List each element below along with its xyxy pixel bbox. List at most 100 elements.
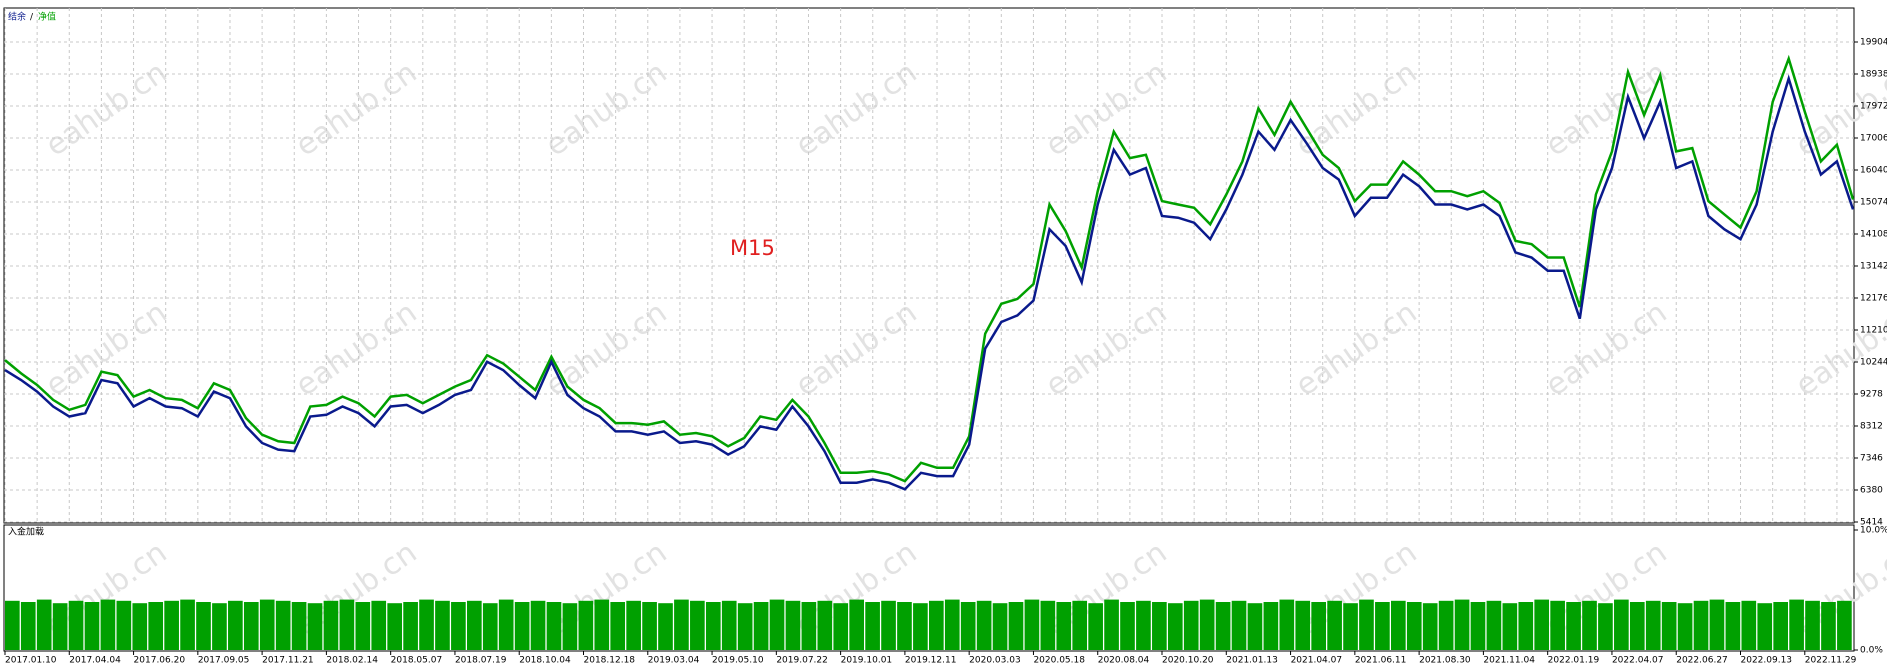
watermark: eahub.cn (789, 295, 923, 403)
bar (1359, 599, 1374, 650)
x-tick-label: 2021.04.07 (1291, 656, 1343, 666)
x-tick-label: 2017.09.05 (198, 656, 250, 666)
bar (116, 600, 132, 650)
bar (1614, 599, 1629, 650)
watermark: eahub.cn (1539, 55, 1673, 163)
bar (913, 603, 928, 650)
watermark: eahub.cn (39, 55, 173, 163)
bar (1534, 599, 1550, 650)
bar (132, 603, 148, 650)
bar (1629, 602, 1645, 650)
bar (36, 599, 52, 650)
bar (467, 600, 482, 650)
bar (514, 602, 530, 650)
bar (403, 602, 418, 650)
bar (1709, 599, 1725, 650)
bar (944, 599, 960, 650)
bar (992, 603, 1008, 650)
bottom-panel-frame (3, 524, 1855, 652)
x-tick-label: 2017.06.20 (134, 656, 186, 666)
legend-separator: / (30, 13, 34, 23)
y-tick-label: 0.0% (1860, 646, 1883, 656)
x-tick-label: 2018.10.04 (519, 656, 571, 666)
y-tick-label: 7346 (1860, 454, 1883, 464)
bar (897, 602, 912, 650)
x-tick-label: 2019.10.01 (841, 656, 893, 666)
bar (1072, 600, 1088, 650)
x-tick-label: 2017.01.10 (5, 656, 57, 666)
legend-balance: 结余 (8, 11, 26, 23)
y-tick-label: 9278 (1860, 390, 1883, 400)
watermark: eahub.cn (539, 55, 673, 163)
marks (4, 54, 1855, 650)
y-tick-label: 17006 (1860, 134, 1887, 144)
x-tick-label: 2022.06.27 (1676, 656, 1728, 666)
bar (1040, 600, 1056, 650)
bar (212, 603, 227, 650)
y-tick-label: 16040 (1860, 166, 1887, 176)
bar (1056, 602, 1072, 650)
y-tick-label: 15074 (1860, 198, 1887, 208)
bar (164, 600, 179, 650)
bar (482, 603, 498, 650)
y-tick-label: 19904 (1860, 38, 1887, 48)
x-tick-label: 2022.01.19 (1548, 656, 1600, 666)
x-tick-label: 2020.03.03 (969, 656, 1021, 666)
bar (419, 599, 434, 650)
watermark: eahub.cn (539, 295, 673, 403)
bar (546, 602, 562, 650)
bar (1550, 600, 1565, 650)
bar (1422, 603, 1438, 650)
bar (1566, 602, 1581, 650)
bar (530, 600, 546, 650)
bar (658, 603, 673, 650)
x-tick-label: 2018.05.07 (391, 656, 443, 666)
bar (849, 599, 865, 650)
bar (52, 603, 68, 650)
bar (275, 600, 291, 650)
watermark: eahub.cn (1289, 295, 1423, 403)
bar (323, 600, 339, 650)
bar (1582, 600, 1597, 650)
bar (817, 600, 833, 650)
x-tick-label: 2017.11.21 (262, 656, 314, 666)
watermark: eahub.cn (39, 295, 173, 403)
bar (1805, 600, 1820, 650)
watermark: eahub.cn (1039, 295, 1173, 403)
bar (594, 599, 610, 650)
x-tick-label: 2020.10.20 (1162, 656, 1214, 666)
bar (259, 599, 275, 650)
x-tick-label: 2022.04.07 (1612, 656, 1664, 666)
bar (1120, 602, 1135, 650)
bar (371, 600, 387, 650)
bar (1279, 599, 1295, 650)
bar (451, 602, 466, 650)
x-tick-label: 2019.05.10 (712, 656, 764, 666)
bar (865, 602, 880, 650)
bar (355, 602, 371, 650)
bar (1470, 602, 1486, 650)
x-tick-label: 2018.12.18 (584, 656, 636, 666)
watermark: eahub.cn (1039, 55, 1173, 163)
y-tick-label: 18938 (1860, 70, 1887, 80)
bar (1821, 602, 1836, 650)
bar (1375, 602, 1390, 650)
bar (1645, 600, 1661, 650)
bar (339, 599, 355, 650)
bar (690, 600, 705, 650)
bar (228, 600, 243, 650)
bar (1391, 600, 1406, 650)
bar (291, 602, 307, 650)
bar (1502, 603, 1518, 650)
bar (1183, 600, 1199, 650)
bar (1518, 602, 1534, 650)
bar (307, 603, 323, 650)
watermarks: eahub.cn eahub.cn eahub.cn eahub.cn eahub.cn… (39, 55, 1887, 643)
bar (180, 599, 195, 650)
bar (1486, 600, 1502, 650)
bar (1343, 603, 1358, 650)
bar (5, 600, 20, 650)
y-tick-label: 14108 (1860, 230, 1887, 240)
bar (1725, 602, 1741, 650)
